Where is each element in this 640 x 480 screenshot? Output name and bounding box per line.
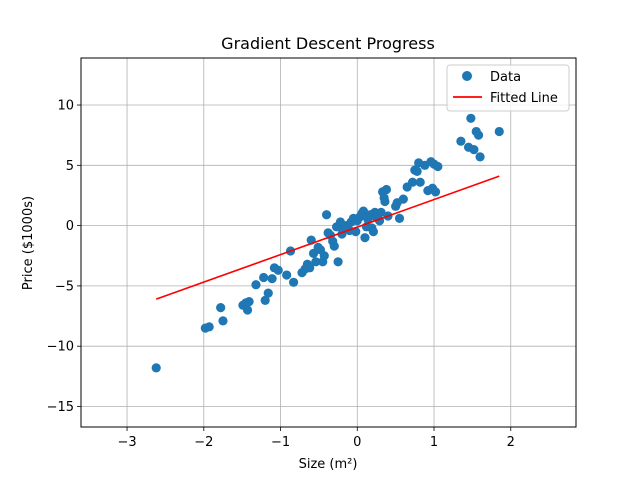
y-tick-label: −10	[47, 340, 74, 355]
data-point	[351, 227, 361, 237]
data-point	[412, 166, 422, 176]
data-point	[218, 316, 228, 326]
data-point	[216, 303, 226, 313]
y-tick-label: 10	[57, 99, 74, 114]
data-point	[282, 270, 292, 280]
data-point	[398, 194, 408, 204]
data-point	[466, 113, 476, 123]
legend: Data Fitted Line	[446, 64, 570, 112]
data-point	[321, 210, 332, 220]
legend-label-data: Data	[490, 70, 521, 85]
legend-marker-data	[462, 71, 472, 81]
data-point	[251, 280, 261, 290]
data-point	[151, 363, 161, 373]
data-point	[259, 272, 269, 283]
data-point	[204, 322, 214, 332]
data-point	[260, 295, 270, 305]
data-point	[376, 207, 386, 217]
data-point	[305, 263, 315, 273]
y-tick-label: 0	[66, 219, 74, 234]
chart-title: Gradient Descent Progress	[221, 34, 435, 53]
data-point	[242, 305, 253, 315]
data-point	[244, 296, 254, 307]
data-point	[381, 184, 392, 195]
data-point	[288, 277, 299, 287]
x-tick-label: −2	[194, 435, 213, 450]
data-point	[319, 251, 329, 261]
data-point	[311, 257, 321, 267]
data-point	[333, 257, 343, 267]
data-point	[407, 177, 418, 187]
x-tick-label: 2	[507, 435, 515, 450]
data-point	[360, 233, 370, 243]
x-tick-label: −3	[117, 435, 136, 450]
data-point	[475, 152, 485, 162]
plot-frame	[80, 57, 577, 428]
data-point	[267, 274, 277, 284]
legend-box	[446, 64, 570, 112]
plot-marks	[151, 113, 504, 373]
data-point	[273, 265, 283, 275]
data-point	[473, 130, 484, 140]
x-tick-label: 0	[353, 435, 361, 450]
data-point	[394, 213, 405, 223]
x-axis-label: Size (m²)	[299, 457, 358, 472]
data-point	[494, 126, 504, 137]
data-point	[433, 161, 443, 172]
legend-label-fitted-line: Fitted Line	[490, 91, 558, 106]
y-tick-label: 5	[66, 159, 74, 174]
data-point	[263, 288, 273, 298]
data-point	[430, 187, 441, 197]
y-tick-label: −5	[55, 279, 74, 294]
y-axis-label: Price ($1000s)	[21, 196, 36, 290]
data-point	[456, 136, 466, 146]
data-point	[358, 206, 369, 216]
data-point	[329, 241, 339, 251]
data-point	[368, 227, 378, 237]
data-point	[415, 177, 425, 187]
fitted-line	[155, 175, 500, 300]
x-tick-label: −1	[271, 435, 290, 450]
y-tick-label: −15	[47, 400, 74, 415]
data-point	[469, 145, 479, 155]
grid-lines	[81, 58, 576, 427]
x-tick-label: 1	[430, 435, 438, 450]
data-point	[380, 196, 390, 207]
